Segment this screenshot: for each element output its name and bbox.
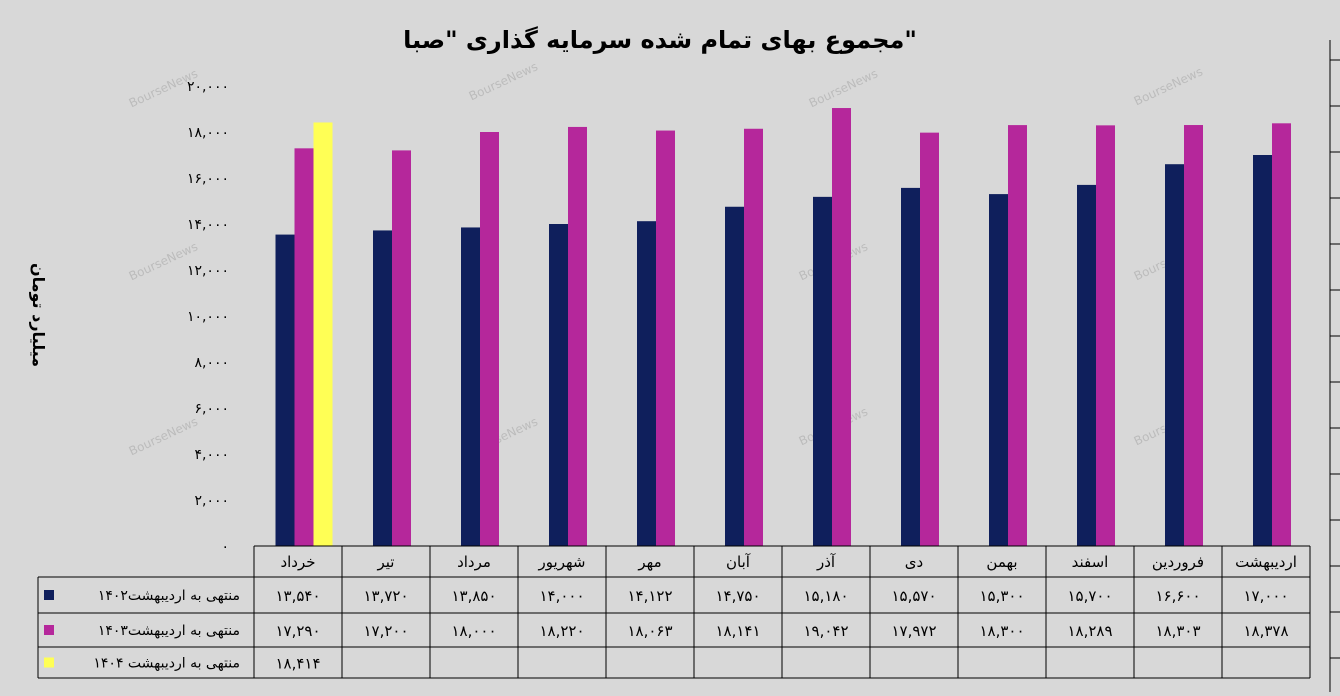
bar-2 xyxy=(294,148,314,546)
bar-2 xyxy=(920,132,939,547)
data-cell: ۱۷,۲۹۰ xyxy=(275,622,320,640)
bar-2 xyxy=(1272,123,1291,546)
bar-2 xyxy=(1096,125,1115,546)
data-cell: ۱۳,۵۴۰ xyxy=(275,587,320,605)
category-label: آذر xyxy=(816,553,836,571)
category-label: تیر xyxy=(377,553,395,571)
y-axis-label: میلیارد تومان xyxy=(29,263,48,367)
y-tick-label: ۱۴,۰۰۰ xyxy=(187,217,229,233)
legend-key-2 xyxy=(44,625,54,635)
watermark-text: BourseNews xyxy=(1132,64,1205,108)
y-tick-label: ۶,۰۰۰ xyxy=(194,401,229,417)
watermark-text: BourseNews xyxy=(807,66,880,110)
data-cell: ۱۸,۳۷۸ xyxy=(1243,622,1288,640)
bar-2 xyxy=(744,128,763,546)
bar-1 xyxy=(549,224,568,546)
data-cell: ۱۶,۶۰۰ xyxy=(1155,587,1200,605)
category-label: شهریور xyxy=(538,553,586,571)
bar-1 xyxy=(637,221,656,546)
y-tick-label: ۰ xyxy=(221,539,229,555)
legend-key-3 xyxy=(44,657,54,668)
data-cell: ۱۷,۲۰۰ xyxy=(363,622,408,640)
data-cell: ۱۹,۰۴۲ xyxy=(803,622,848,640)
data-cell: ۱۵,۳۰۰ xyxy=(979,587,1024,605)
category-label: اسفند xyxy=(1072,553,1109,571)
data-table: خرداد تیر مرداد شهریور مهر آبان آذر دی بهمن اسفند… xyxy=(37,545,1311,679)
data-cell: ۱۸,۱۴۱ xyxy=(715,622,760,640)
category-label: مهر xyxy=(637,553,661,571)
bar-2 xyxy=(832,108,851,546)
y-tick-label: ۱۶,۰۰۰ xyxy=(187,171,229,187)
data-cell: ۱۸,۰۰۰ xyxy=(451,622,496,640)
bar-1 xyxy=(461,227,480,546)
data-cell: ۱۴,۱۲۲ xyxy=(627,587,672,605)
category-label: آبان xyxy=(726,553,751,571)
right-edge-decoration xyxy=(1329,40,1340,692)
y-tick-label: ۲,۰۰۰ xyxy=(194,493,229,509)
legend-label-1: منتهی به اردیبهشت۱۴۰۲ xyxy=(98,588,240,604)
bar-2 xyxy=(1184,125,1203,546)
bar-1 xyxy=(901,187,920,546)
bar-2 xyxy=(656,130,675,546)
data-cell: ۱۸,۳۰۰ xyxy=(979,622,1024,640)
bar-2 xyxy=(568,126,587,546)
watermark-text: BourseNews xyxy=(127,414,200,458)
bar-1 xyxy=(373,230,392,546)
legend-key-1 xyxy=(44,590,54,600)
bar-1 xyxy=(989,194,1008,546)
bar-1 xyxy=(725,206,744,546)
data-cell: ۱۷,۹۷۲ xyxy=(891,622,936,640)
data-cell: ۱۴,۰۰۰ xyxy=(539,587,584,605)
data-cell: ۱۵,۱۸۰ xyxy=(803,587,848,605)
bar-2 xyxy=(480,132,499,546)
data-cell: ۱۷,۰۰۰ xyxy=(1243,587,1288,605)
data-cell: ۱۴,۷۵۰ xyxy=(715,587,760,605)
legend-label-3: منتهی به اردیبهشت ۱۴۰۴ xyxy=(93,656,240,672)
category-label: مرداد xyxy=(457,553,491,571)
data-cell: ۱۸,۲۲۰ xyxy=(539,622,584,640)
y-tick-label: ۱۲,۰۰۰ xyxy=(187,263,229,279)
bar-1 xyxy=(1253,155,1272,546)
y-tick-label: ۱۸,۰۰۰ xyxy=(187,125,229,141)
category-label: بهمن xyxy=(986,553,1017,571)
bar-3 xyxy=(313,122,333,546)
bar-1 xyxy=(1077,184,1096,546)
category-label: دی xyxy=(905,553,923,571)
chart-title: مجموع بهای تمام شده سرمایه گذاری "صبا" xyxy=(403,26,917,54)
data-cell: ۱۵,۵۷۰ xyxy=(891,587,936,605)
category-label: خرداد xyxy=(280,553,315,571)
category-label: فروردین xyxy=(1152,553,1204,571)
y-tick-label: ۱۰,۰۰۰ xyxy=(187,309,229,325)
legend-label-2: منتهی به اردیبهشت۱۴۰۳ xyxy=(98,623,240,639)
bar-1 xyxy=(813,196,832,547)
bar-1 xyxy=(275,234,295,546)
data-cell: ۱۸,۲۸۹ xyxy=(1067,622,1112,640)
y-tick-label: ۸,۰۰۰ xyxy=(194,355,229,371)
data-cell: ۱۸,۴۱۴ xyxy=(275,655,320,673)
data-cell: ۱۳,۸۵۰ xyxy=(451,587,496,605)
bar-2 xyxy=(392,150,411,546)
bar-2 xyxy=(1008,125,1027,546)
data-cell: ۱۸,۳۰۳ xyxy=(1155,622,1200,640)
bar-1 xyxy=(1165,164,1184,546)
y-tick-label: ۴,۰۰۰ xyxy=(194,447,229,463)
bar-series-group xyxy=(275,108,1291,547)
category-label: اردیبهشت xyxy=(1235,553,1297,571)
y-axis-ticks: ۰ ۲,۰۰۰ ۴,۰۰۰ ۶,۰۰۰ ۸,۰۰۰ ۱۰,۰۰۰ ۱۲,۰۰۰ ۱۴,۰۰۰ ۱… xyxy=(187,79,229,555)
watermark-text: BourseNews xyxy=(467,59,540,103)
data-cell: ۱۳,۷۲۰ xyxy=(363,587,408,605)
data-cell: ۱۵,۷۰۰ xyxy=(1067,587,1112,605)
y-tick-label: ۲۰,۰۰۰ xyxy=(187,79,229,95)
data-cell: ۱۸,۰۶۳ xyxy=(627,622,672,640)
